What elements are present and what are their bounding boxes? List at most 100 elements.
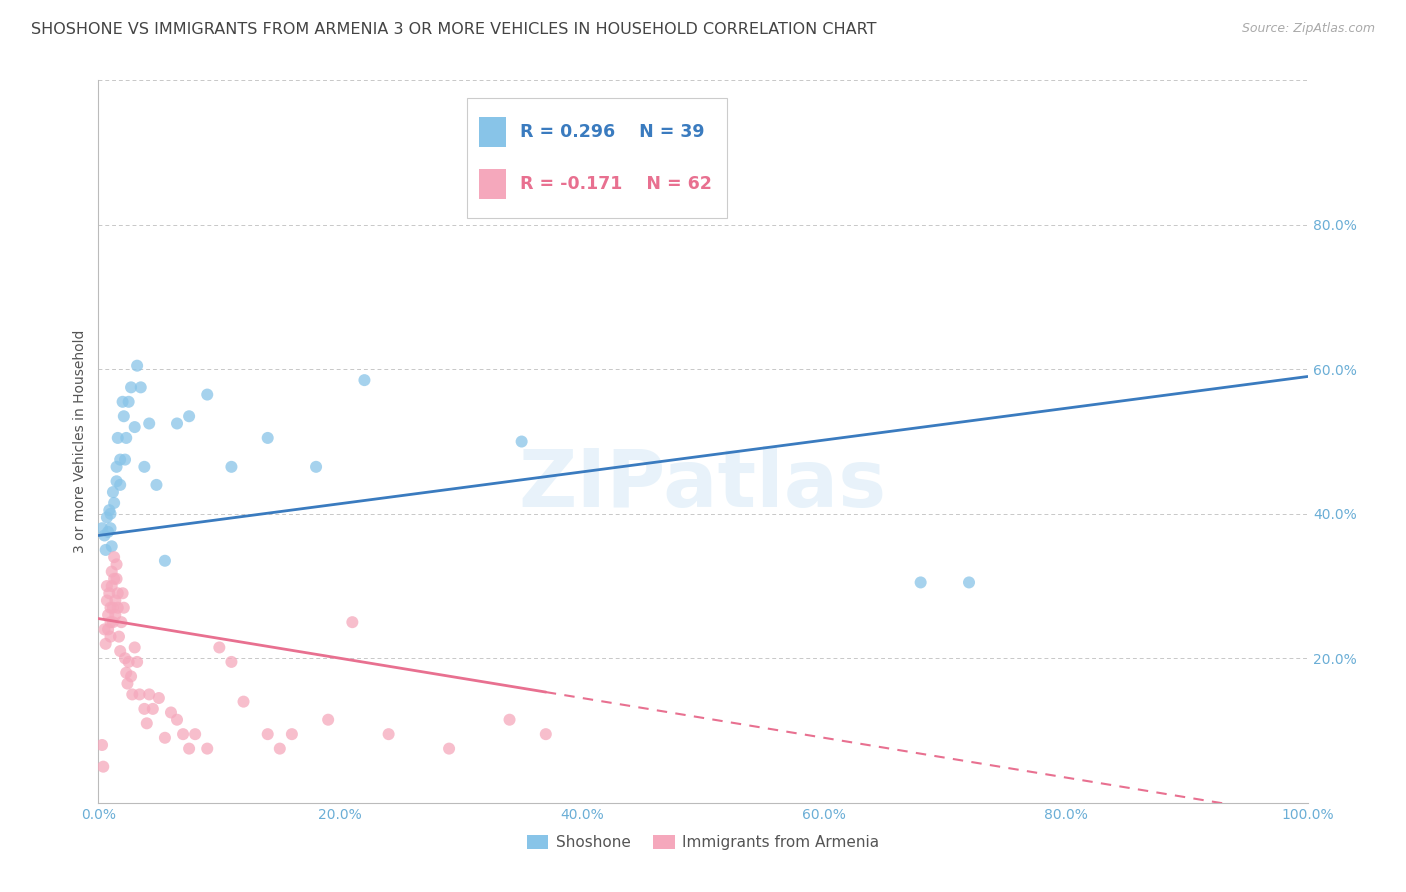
Point bbox=[105, 572, 128, 586]
Point bbox=[100, 521, 122, 535]
Point bbox=[342, 615, 364, 630]
Point bbox=[101, 485, 124, 500]
Point bbox=[96, 593, 118, 607]
Point bbox=[100, 579, 122, 593]
Point bbox=[377, 727, 399, 741]
Point bbox=[221, 459, 243, 474]
Point bbox=[107, 586, 129, 600]
Text: Source: ZipAtlas.com: Source: ZipAtlas.com bbox=[1241, 22, 1375, 36]
Text: R = 0.296    N = 39: R = 0.296 N = 39 bbox=[520, 123, 704, 141]
Point bbox=[105, 459, 128, 474]
Point bbox=[103, 496, 125, 510]
Point bbox=[97, 524, 120, 539]
Point bbox=[179, 409, 201, 424]
Point bbox=[184, 727, 207, 741]
Point bbox=[97, 623, 120, 637]
Point bbox=[111, 586, 134, 600]
FancyBboxPatch shape bbox=[479, 169, 506, 199]
Point bbox=[104, 593, 127, 607]
Point bbox=[134, 702, 156, 716]
Point bbox=[160, 706, 183, 720]
Point bbox=[97, 607, 120, 622]
Point bbox=[138, 417, 160, 431]
Point bbox=[179, 741, 201, 756]
Point bbox=[510, 434, 533, 449]
Point bbox=[114, 651, 136, 665]
Point bbox=[108, 644, 131, 658]
Point bbox=[117, 676, 139, 690]
Point bbox=[93, 528, 115, 542]
Point bbox=[107, 600, 129, 615]
Point bbox=[120, 380, 142, 394]
Point bbox=[316, 713, 339, 727]
Point bbox=[100, 507, 122, 521]
Point bbox=[153, 731, 176, 745]
Point bbox=[221, 655, 243, 669]
Point bbox=[145, 478, 167, 492]
FancyBboxPatch shape bbox=[479, 117, 506, 147]
Point bbox=[98, 503, 121, 517]
Point bbox=[305, 459, 328, 474]
Point bbox=[112, 600, 135, 615]
Y-axis label: 3 or more Vehicles in Household: 3 or more Vehicles in Household bbox=[73, 330, 87, 553]
Point bbox=[108, 630, 131, 644]
Point bbox=[112, 409, 135, 424]
Point bbox=[129, 380, 152, 394]
Point bbox=[166, 417, 188, 431]
Point bbox=[166, 713, 188, 727]
Point bbox=[108, 478, 131, 492]
Point bbox=[148, 691, 170, 706]
Point bbox=[100, 630, 122, 644]
Point bbox=[105, 475, 128, 489]
Point bbox=[93, 623, 115, 637]
Point bbox=[256, 431, 278, 445]
Point bbox=[96, 510, 118, 524]
Point bbox=[121, 687, 143, 701]
Point bbox=[115, 665, 138, 680]
Point bbox=[108, 452, 131, 467]
Point bbox=[208, 640, 231, 655]
Point bbox=[96, 579, 118, 593]
Legend: Shoshone, Immigrants from Armenia: Shoshone, Immigrants from Armenia bbox=[520, 830, 886, 856]
Point bbox=[127, 655, 149, 669]
Point bbox=[118, 655, 141, 669]
Point bbox=[957, 575, 980, 590]
Point bbox=[101, 615, 124, 630]
Point bbox=[134, 459, 156, 474]
Point bbox=[110, 615, 132, 630]
Point bbox=[127, 359, 149, 373]
Point bbox=[103, 572, 125, 586]
Point bbox=[172, 727, 194, 741]
Point bbox=[111, 394, 134, 409]
Point bbox=[269, 741, 291, 756]
Point bbox=[353, 373, 375, 387]
Point bbox=[101, 600, 124, 615]
Point bbox=[91, 521, 114, 535]
Point bbox=[94, 542, 117, 557]
Point bbox=[124, 640, 146, 655]
Point bbox=[98, 586, 121, 600]
Point bbox=[104, 607, 127, 622]
FancyBboxPatch shape bbox=[467, 98, 727, 218]
Point bbox=[100, 600, 122, 615]
Text: ZIPatlas: ZIPatlas bbox=[519, 446, 887, 524]
Point bbox=[118, 394, 141, 409]
Point bbox=[91, 760, 114, 774]
Text: SHOSHONE VS IMMIGRANTS FROM ARMENIA 3 OR MORE VEHICLES IN HOUSEHOLD CORRELATION : SHOSHONE VS IMMIGRANTS FROM ARMENIA 3 OR… bbox=[31, 22, 876, 37]
Point bbox=[94, 637, 117, 651]
Point bbox=[153, 554, 176, 568]
Point bbox=[142, 702, 165, 716]
Point bbox=[115, 431, 138, 445]
Point bbox=[124, 420, 146, 434]
Point bbox=[195, 387, 218, 401]
Point bbox=[100, 565, 122, 579]
Point bbox=[103, 550, 125, 565]
Point bbox=[100, 615, 122, 630]
Point bbox=[232, 695, 254, 709]
Point bbox=[534, 727, 557, 741]
Point bbox=[120, 669, 142, 683]
Point bbox=[105, 558, 128, 572]
Point bbox=[256, 727, 278, 741]
Point bbox=[135, 716, 157, 731]
Point bbox=[138, 687, 160, 701]
